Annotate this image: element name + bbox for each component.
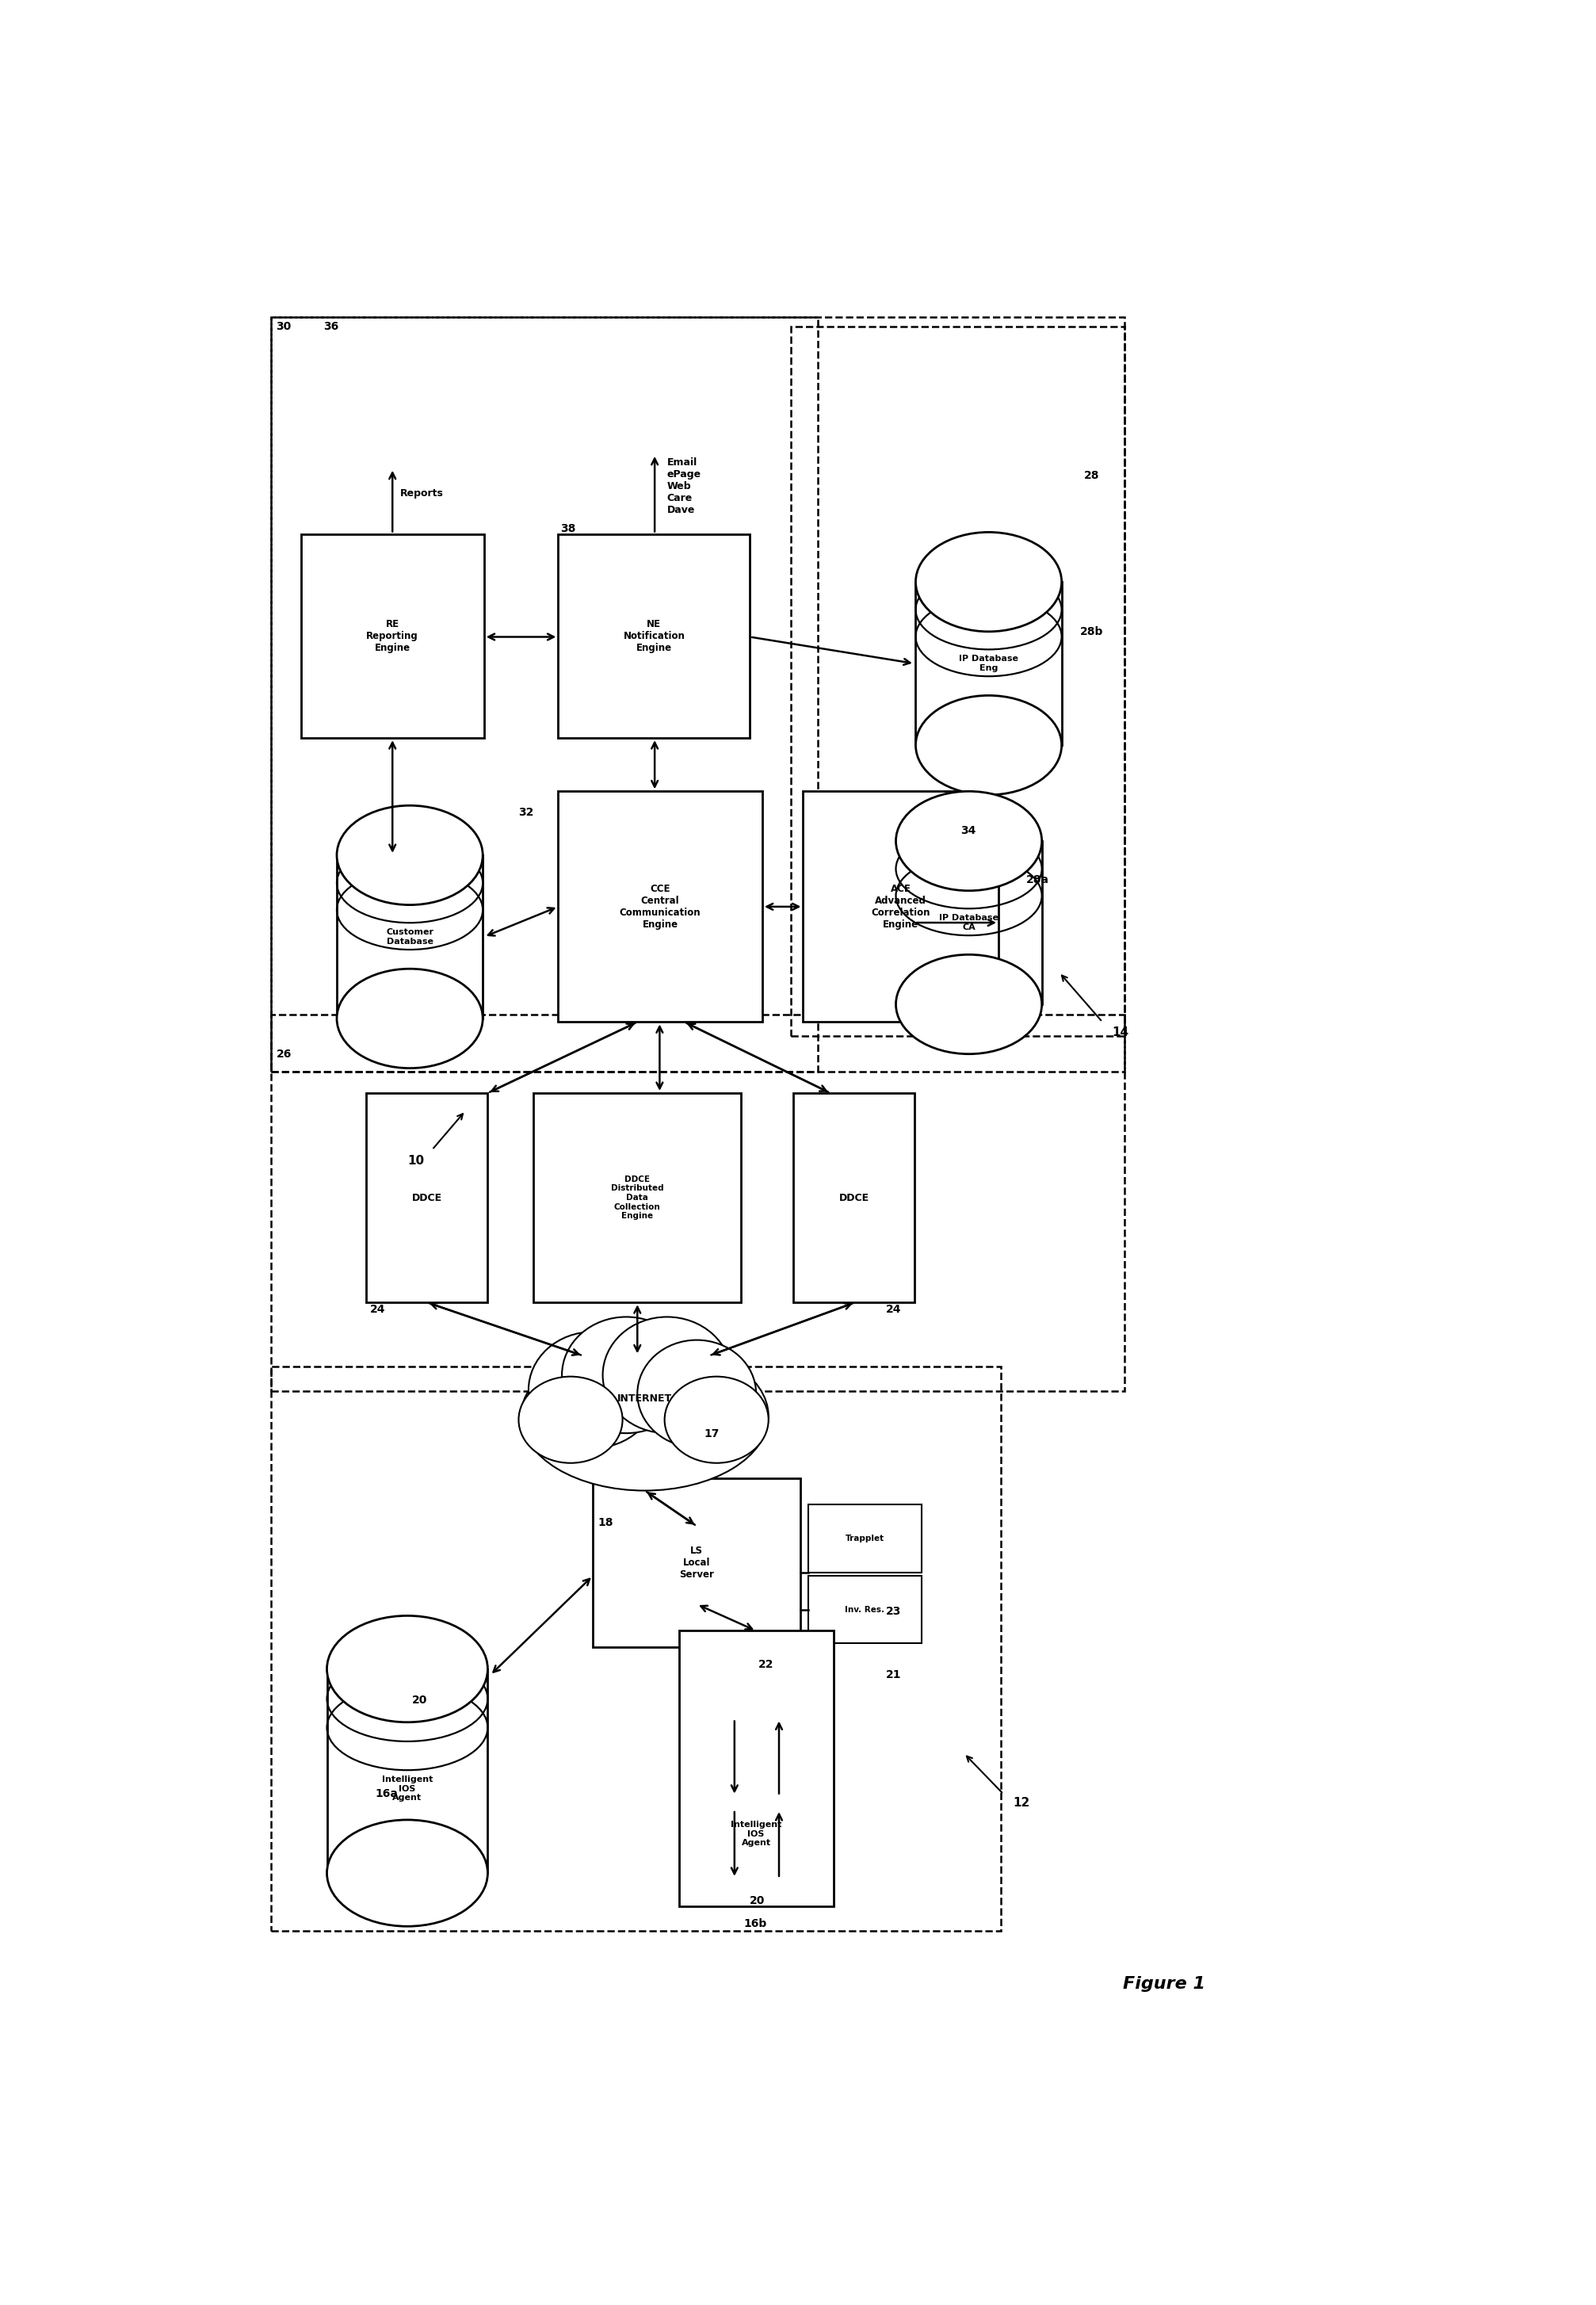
- Ellipse shape: [603, 1316, 731, 1434]
- Ellipse shape: [337, 968, 482, 1067]
- Text: 21: 21: [886, 1669, 902, 1680]
- Text: 18: 18: [598, 1517, 613, 1528]
- Text: 28a: 28a: [1026, 874, 1049, 885]
- Text: IP Database
Eng: IP Database Eng: [959, 655, 1018, 673]
- Text: IP Database
CA: IP Database CA: [938, 915, 999, 931]
- Bar: [808, 1577, 922, 1643]
- Text: 32: 32: [519, 807, 535, 818]
- Text: NE
Notification
Engine: NE Notification Engine: [622, 620, 685, 652]
- Text: 26: 26: [276, 1049, 292, 1060]
- Ellipse shape: [337, 804, 482, 906]
- Ellipse shape: [327, 1616, 488, 1722]
- Text: RE
Reporting
Engine: RE Reporting Engine: [367, 620, 418, 652]
- Ellipse shape: [916, 532, 1061, 632]
- Bar: [808, 1505, 922, 1572]
- Text: Inv. Res.: Inv. Res.: [846, 1607, 884, 1613]
- Text: 16a: 16a: [375, 1789, 397, 1800]
- Text: DDCE: DDCE: [839, 1192, 868, 1203]
- Text: ACE
Advanced
Correlation
Engine: ACE Advanced Correlation Engine: [871, 883, 930, 929]
- Ellipse shape: [895, 791, 1042, 890]
- Ellipse shape: [520, 1342, 769, 1491]
- Text: DDCE: DDCE: [412, 1192, 442, 1203]
- Bar: [271, 1367, 1001, 1932]
- Text: CCE
Central
Communication
Engine: CCE Central Communication Engine: [619, 883, 701, 929]
- Text: 14: 14: [1112, 1026, 1128, 1040]
- Bar: [327, 1669, 488, 1874]
- Text: Customer
Database: Customer Database: [386, 929, 434, 945]
- Ellipse shape: [528, 1332, 658, 1448]
- Bar: [559, 791, 763, 1021]
- Bar: [271, 318, 1125, 1072]
- Ellipse shape: [562, 1316, 691, 1434]
- Bar: [680, 1632, 835, 1906]
- Text: Figure 1: Figure 1: [1124, 1975, 1205, 1992]
- Bar: [533, 1093, 741, 1302]
- Text: 22: 22: [758, 1660, 774, 1671]
- Text: 10: 10: [407, 1155, 425, 1166]
- Ellipse shape: [519, 1376, 622, 1464]
- Ellipse shape: [895, 954, 1042, 1053]
- Bar: [895, 841, 1042, 1005]
- Text: DDCE
Distributed
Data
Collection
Engine: DDCE Distributed Data Collection Engine: [611, 1176, 664, 1219]
- Text: 34: 34: [961, 825, 975, 837]
- Ellipse shape: [916, 696, 1061, 795]
- Bar: [790, 327, 1125, 1037]
- Text: Email
ePage
Web
Care
Dave: Email ePage Web Care Dave: [667, 459, 701, 516]
- Bar: [271, 1014, 1125, 1392]
- Text: 24: 24: [886, 1305, 902, 1316]
- Text: 23: 23: [886, 1607, 902, 1616]
- Bar: [916, 581, 1061, 745]
- Text: Intelligent
IOS
Agent: Intelligent IOS Agent: [731, 1821, 782, 1846]
- Bar: [337, 855, 482, 1019]
- Bar: [302, 535, 484, 738]
- Text: INTERNET: INTERNET: [618, 1392, 672, 1404]
- Text: Reports: Reports: [401, 489, 444, 498]
- Bar: [592, 1478, 801, 1646]
- Text: 20: 20: [412, 1694, 428, 1706]
- Text: 28: 28: [1084, 470, 1100, 482]
- Bar: [367, 1093, 488, 1302]
- Bar: [803, 791, 999, 1021]
- Bar: [559, 535, 750, 738]
- Text: Intelligent
IOS
Agent: Intelligent IOS Agent: [381, 1775, 433, 1803]
- Bar: [793, 1093, 915, 1302]
- Text: 24: 24: [370, 1305, 386, 1316]
- Text: 30: 30: [276, 320, 292, 332]
- Text: 12: 12: [1013, 1798, 1031, 1809]
- Ellipse shape: [664, 1376, 769, 1464]
- Ellipse shape: [327, 1821, 488, 1927]
- Text: Trapplet: Trapplet: [846, 1535, 884, 1542]
- Text: 28b: 28b: [1080, 627, 1103, 636]
- Text: 17: 17: [704, 1429, 720, 1438]
- Text: LS
Local
Server: LS Local Server: [680, 1544, 713, 1579]
- Text: 16b: 16b: [744, 1918, 768, 1929]
- Text: 36: 36: [322, 320, 338, 332]
- Bar: [271, 318, 819, 1072]
- Text: 20: 20: [750, 1895, 764, 1906]
- Ellipse shape: [637, 1339, 757, 1448]
- Text: 38: 38: [560, 523, 576, 535]
